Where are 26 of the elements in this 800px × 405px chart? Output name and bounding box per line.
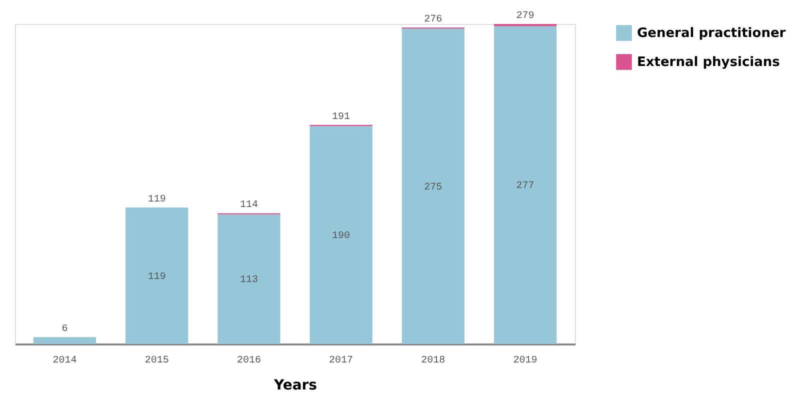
x-tick-label: 2017 — [329, 356, 354, 366]
legend-label: General practitioner — [637, 26, 786, 41]
bar — [494, 26, 557, 344]
x-tick-label: 2014 — [52, 356, 77, 366]
x-tick-label: 2019 — [513, 356, 538, 366]
data-label: 277 — [516, 181, 534, 192]
total-label: 114 — [240, 200, 258, 212]
legend-label: External physicians — [637, 55, 780, 70]
bar — [310, 126, 372, 344]
x-tick-label: 2018 — [421, 356, 446, 366]
data-label: 113 — [240, 275, 258, 286]
total-label: 276 — [424, 14, 442, 26]
data-label: 275 — [424, 182, 442, 194]
bar — [126, 208, 188, 344]
total-label: 6 — [62, 324, 68, 336]
x-tick-label: 2015 — [144, 356, 169, 366]
data-label: 190 — [332, 231, 350, 242]
total-label: 119 — [148, 194, 166, 206]
x-tick-label: 2016 — [236, 356, 261, 366]
x-axis-title: Years — [272, 378, 318, 394]
bar — [402, 28, 464, 344]
total-label: 191 — [332, 112, 350, 123]
bar — [33, 337, 96, 344]
data-label: 119 — [148, 272, 166, 283]
bar — [218, 214, 280, 344]
total-label: 279 — [516, 11, 534, 22]
